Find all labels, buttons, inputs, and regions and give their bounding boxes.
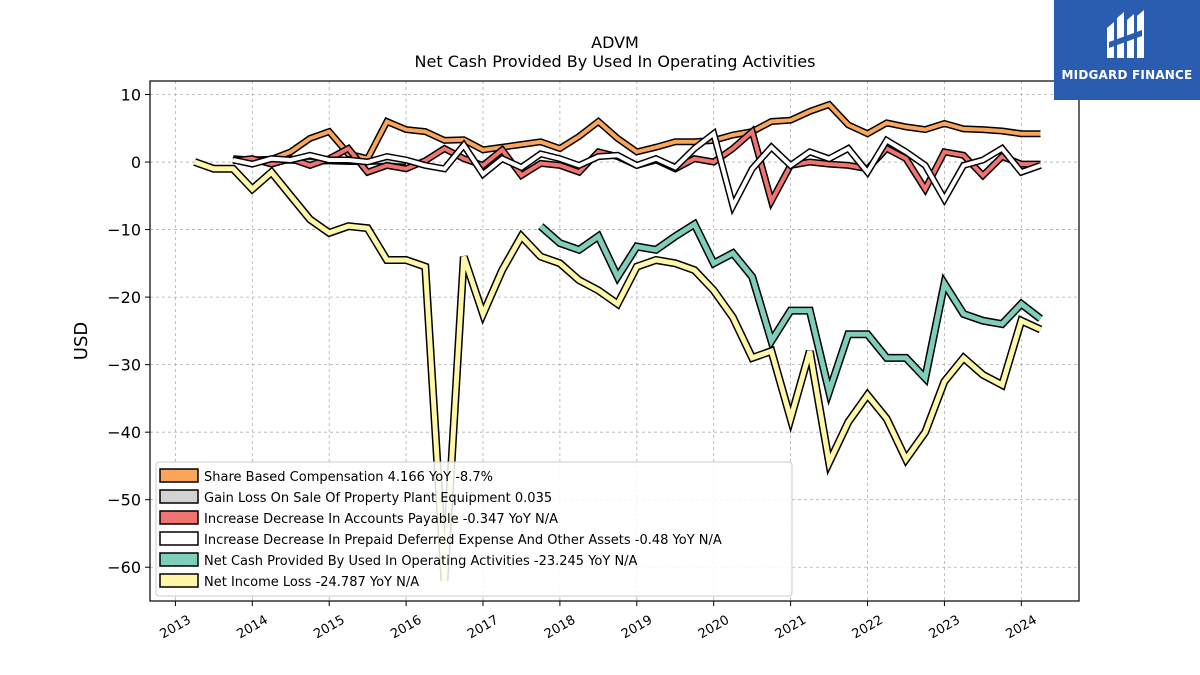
series-layer xyxy=(193,100,1043,581)
y-tick-label: −50 xyxy=(107,491,141,510)
x-tick-label: 2015 xyxy=(311,613,347,643)
x-tick-label: 2017 xyxy=(465,613,501,643)
legend-entry: Net Cash Provided By Used In Operating A… xyxy=(204,554,638,569)
legend: Share Based Compensation 4.166 YoY -8.7%… xyxy=(155,461,793,597)
plot-frame xyxy=(149,80,1080,602)
x-tick-label: 2013 xyxy=(158,613,194,643)
legend-entry: Share Based Compensation 4.166 YoY -8.7% xyxy=(204,470,493,485)
legend-entry: Net Income Loss -24.787 YoY N/A xyxy=(204,575,419,590)
series-line-net-cash-provided-by-used-in-operating-activities xyxy=(539,220,1043,401)
legend-swatch xyxy=(159,531,199,546)
legend-swatch xyxy=(159,552,199,567)
y-tick-label: −40 xyxy=(107,423,141,442)
logo-text: MIDGARD FINANCE xyxy=(1061,68,1193,82)
x-tick-label: 2020 xyxy=(696,613,732,643)
x-tick-label: 2023 xyxy=(927,613,963,643)
legend-swatch xyxy=(159,468,199,483)
y-tick-label: −30 xyxy=(107,356,141,375)
legend-swatch xyxy=(159,489,199,504)
series-line-net-income-loss xyxy=(193,159,1042,581)
midgard-finance-logo: MIDGARD FINANCE xyxy=(1054,0,1200,100)
x-tick-label: 2022 xyxy=(850,613,886,643)
legend-swatch xyxy=(159,573,199,588)
y-tick-label: −60 xyxy=(107,558,141,577)
x-tick-label: 2018 xyxy=(542,613,578,643)
x-tick-label: 2019 xyxy=(619,613,655,643)
x-tick-label: 2021 xyxy=(773,613,809,643)
chart-title: ADVM xyxy=(591,33,639,52)
y-axis-label: USD xyxy=(71,322,92,360)
y-tick-label: −10 xyxy=(107,221,141,240)
legend-swatch xyxy=(159,510,199,525)
x-tick-label: 2014 xyxy=(234,613,270,643)
x-tick-label: 2024 xyxy=(1003,613,1039,643)
series-line-increase-decrease-in-prepaid-deferred-expense-and-other-assets xyxy=(232,130,1042,212)
legend-box xyxy=(155,461,793,597)
y-tick-label: −20 xyxy=(107,288,141,307)
legend-entry: Increase Decrease In Accounts Payable -0… xyxy=(204,512,558,527)
y-tick-label: 10 xyxy=(121,86,141,105)
y-tick-label: 0 xyxy=(131,153,141,172)
chart-subtitle: Net Cash Provided By Used In Operating A… xyxy=(415,52,816,71)
legend-entry: Increase Decrease In Prepaid Deferred Ex… xyxy=(204,533,722,548)
logo-mark-icon xyxy=(1107,10,1144,58)
x-tick-label: 2016 xyxy=(388,613,424,643)
legend-entry: Gain Loss On Sale Of Property Plant Equi… xyxy=(204,491,552,506)
